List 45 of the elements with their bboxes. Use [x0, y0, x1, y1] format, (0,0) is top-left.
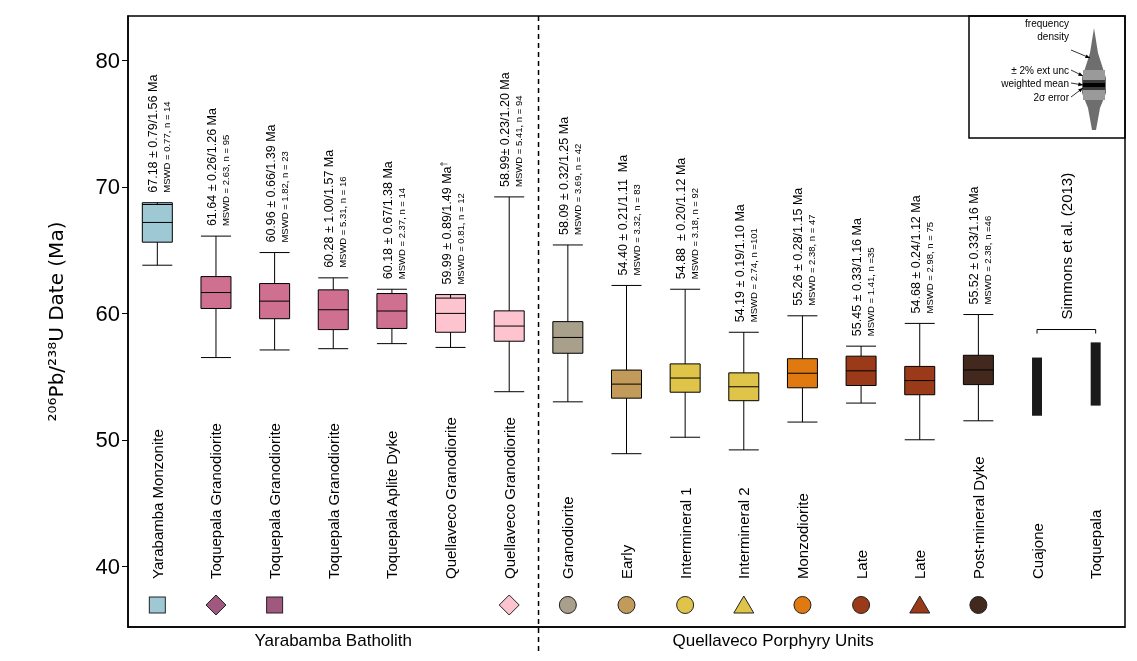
x-tick-label: Toquepala Aplite Dyke: [383, 430, 401, 579]
y-tick-label: 50: [95, 427, 120, 453]
text: 60.96 ± 0.66/1.39 Ma MSWD = 1.82, n = 23: [263, 124, 290, 243]
text: 60.18 ± 0.67/1.38 Ma MSWD = 2.37, n = 14: [380, 161, 407, 280]
text: Quellaveco Porphyry Units: [672, 630, 874, 650]
text: 58.99± 0.23/1.20 Ma MSWD = 5.41, n = 94: [498, 72, 525, 187]
x-tick-label: Late: [852, 549, 870, 579]
x-tick-label: Toquepala Granodiorite: [266, 423, 284, 579]
x-tick-label: Toquepala Granodiorite: [324, 423, 342, 579]
x-tick-label: Monzodiorite: [793, 493, 811, 579]
annotation: weighted mean: [1000, 77, 1069, 89]
x-tick-label: Cuajone: [1028, 523, 1046, 579]
x-tick-label: Yarabamba Monzonite: [148, 429, 166, 579]
text: 55.26 ± 0.28/1.15 Ma MSWD = 2.38, n = 47: [791, 187, 818, 306]
x-tick-label: Early: [618, 544, 635, 579]
text: Yarabamba Batholith: [254, 630, 413, 650]
x-tick-label: Granodiorite: [559, 496, 577, 579]
annotation: frequency density: [1025, 18, 1069, 42]
text: 58.09 ± 0.32/1.25 Ma MSWD = 3.69, n = 42: [556, 116, 583, 235]
text: 54.19 ± 0.19/1.10 Ma MSWD = 2.74, n =101: [732, 204, 759, 323]
text: 54.40 ± 0.21/1.11 Ma MSWD = 3.32, n = 83: [615, 154, 642, 276]
y-tick-label: 40: [95, 553, 120, 579]
x-tick-label: Late: [911, 549, 929, 579]
y-tick-label: 80: [95, 47, 120, 73]
x-tick-label: Intermineral 1: [676, 487, 694, 579]
annotation: ± 2% ext unc: [1011, 64, 1069, 76]
x-tick-label: Intermineral 2: [735, 487, 753, 579]
text: 59.99 ± 0.89/1.49 Ma† MSWD = 0.81, n = 12: [438, 161, 466, 285]
text: 54.88 ± 0.20/1.12 Ma MSWD = 3.18, n = 92: [674, 157, 701, 280]
x-tick-label: Toquepala: [1087, 509, 1105, 579]
annotation: 2σ error: [1033, 91, 1070, 103]
x-tick-label: Post-mineral Dyke: [969, 456, 987, 579]
y-tick-label: 60: [95, 300, 120, 326]
x-tick-label: Quellaveco Granodiorite: [442, 417, 460, 579]
text: 61.64 ± 0.26/1.26 Ma MSWD = 2.63, n = 95: [204, 108, 231, 227]
text: 55.45 ± 0.33/1.16 Ma MSWD = 1.41, n =35: [850, 218, 877, 337]
y-tick-label: 70: [95, 174, 120, 200]
text: 55.52 ± 0.33/1.16 Ma MSWD = 2.38, n =46: [967, 186, 994, 305]
x-tick-label: Toquepala Granodiorite: [207, 423, 225, 579]
text: 60.28 ± 1.00/1.57 Ma MSWD = 5.31, n = 16: [322, 149, 349, 268]
text: 54.68 ± 0.24/1.12 Ma MSWD = 2.98, n = 75: [908, 195, 935, 314]
annotation: Simmons et al. (2013): [1057, 172, 1075, 320]
text: 67.18 ± 0.79/1.56 Ma MSWD = 0.77, n = 14: [146, 74, 173, 193]
y-axis-title: ²⁰⁶Pb/²³⁸U Date (Ma): [44, 221, 68, 422]
x-tick-label: Quellaveco Granodiorite: [500, 417, 518, 579]
